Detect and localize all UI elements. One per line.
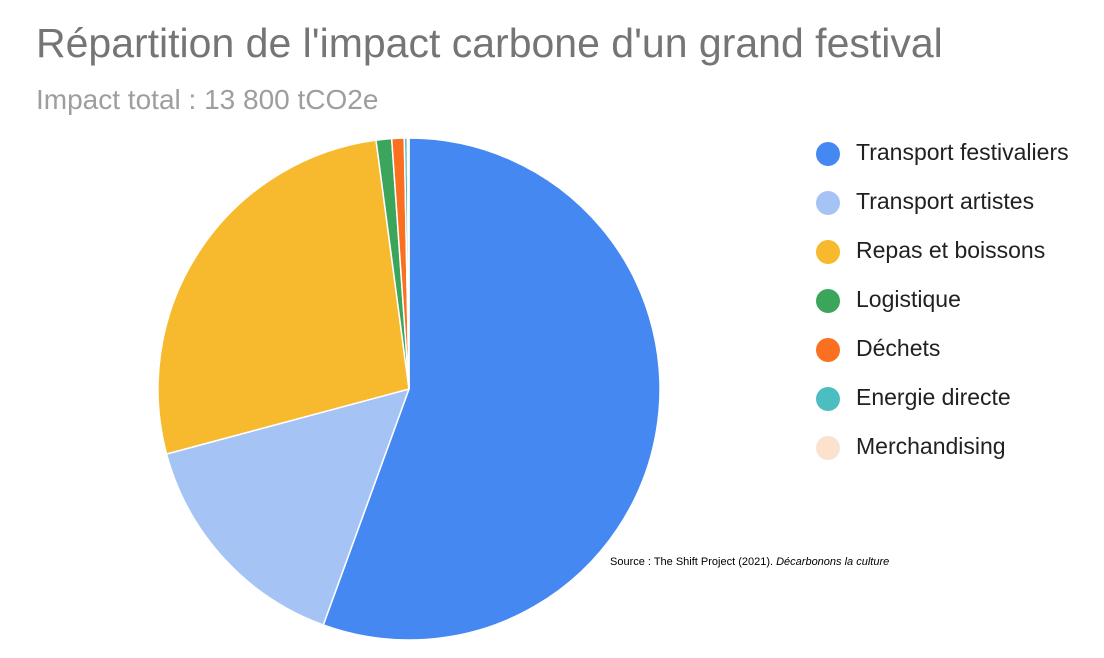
pie-slice-6 <box>406 137 410 390</box>
legend-label: Transport festivaliers <box>856 139 1069 165</box>
legend-swatch <box>816 240 840 264</box>
legend-label: Logistique <box>856 286 961 312</box>
pie-slice-0 <box>322 137 661 641</box>
legend-label: Repas et boissons <box>856 237 1046 263</box>
legend-label: Déchets <box>856 335 941 361</box>
legend-swatch <box>816 436 840 460</box>
chart-title: Répartition de l'impact carbone d'un gra… <box>36 20 943 66</box>
legend-label: Energie directe <box>856 384 1011 410</box>
pie-slice-2 <box>157 139 410 455</box>
legend-swatch <box>816 142 840 166</box>
source-note: Source : The Shift Project (2021). Décar… <box>610 556 889 568</box>
legend-swatch <box>816 289 840 313</box>
legend-swatch <box>816 338 840 362</box>
pie-slice-1 <box>165 388 410 626</box>
legend-swatch <box>816 387 840 411</box>
legend-label: Merchandising <box>856 433 1006 459</box>
source-title: Décarbonons la culture <box>776 556 890 568</box>
source-text: Source : The Shift Project (2021). <box>610 556 777 568</box>
chart-subtitle: Impact total : 13 800 tCO2e <box>36 84 379 115</box>
legend-label: Transport artistes <box>856 188 1035 214</box>
legend-swatch <box>816 191 840 215</box>
